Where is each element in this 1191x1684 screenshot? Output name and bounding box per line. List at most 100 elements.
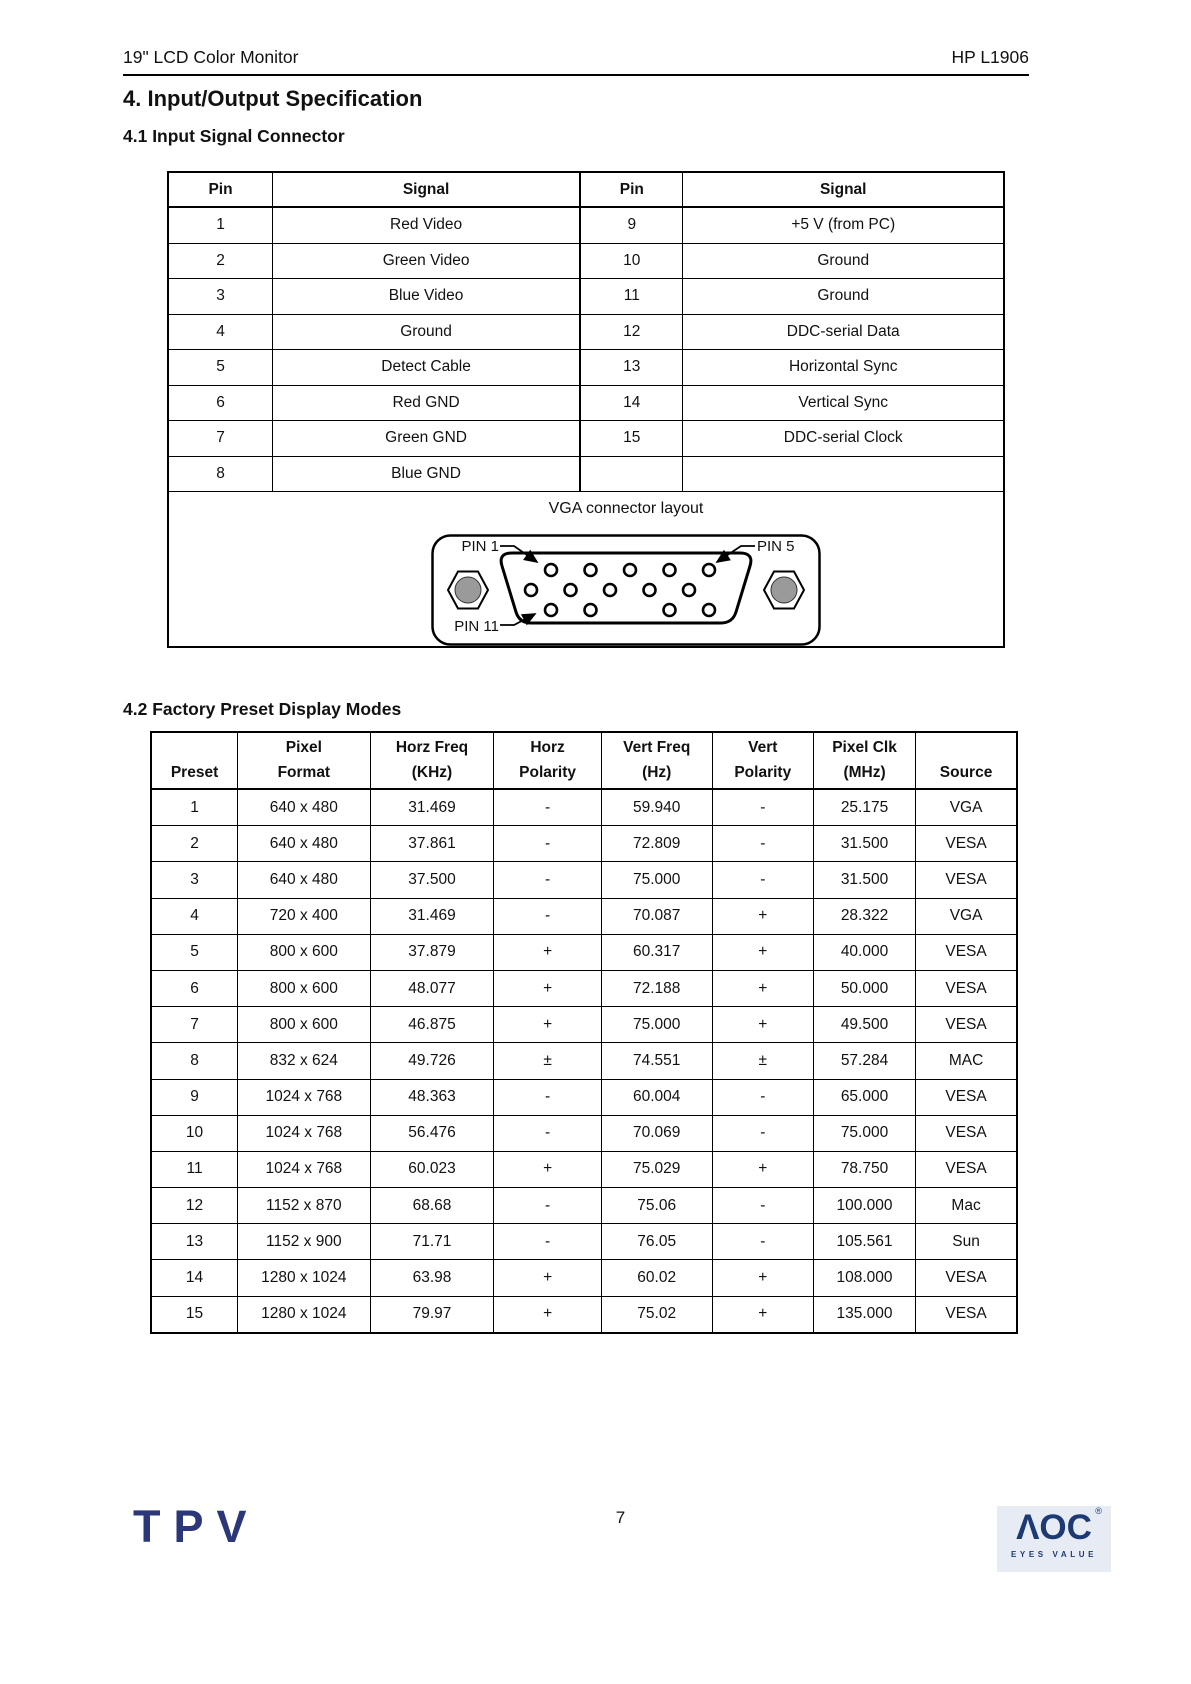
pin-hole [543,602,559,618]
table-cell: 10 [579,242,684,279]
table-cell: 60.02 [600,1259,713,1297]
table-cell: Green Video [272,242,581,279]
table-cell: 78.750 [812,1150,917,1189]
column-header: Signal [682,171,1005,208]
preset-modes-table: Preset Pixel Format Horz Freq (KHz) Horz… [150,731,1018,1334]
table-cell: 1 [150,788,239,827]
pin5-leader-arrow [715,545,755,563]
pin-hole [642,582,657,598]
table-cell: 57.284 [812,1042,917,1080]
table-cell: 37.500 [369,861,495,899]
pin11-leader-arrow [500,613,537,626]
table-row: 13 1152 x 900 71.71-76.05-105.561 Sun [150,1223,1018,1261]
table-row: 8 832 x 624 49.726 ±74.551 ±57.284 MAC [150,1042,1018,1080]
table-cell: Blue GND [272,455,581,492]
table-cell: 37.879 [369,933,495,971]
table-cell: 640 x 480 [237,788,371,827]
table-cell: 48.363 [369,1078,495,1116]
table-cell: 70.069 [600,1114,713,1152]
table-cell: 640 x 480 [237,861,371,899]
table-row: 12 1152 x 870 68.68-75.06-100.000 Mac [150,1187,1018,1225]
page-number: 7 [615,1508,626,1527]
table-cell: Detect Cable [272,349,581,386]
section-title: 4. Input/Output Specification [123,86,423,111]
table-cell: VGA [915,897,1018,935]
table-cell: 65.000 [812,1078,917,1116]
table-row: 14 1280 x 1024 63.98 +60.02 +108.000 VESA [150,1259,1018,1297]
table-row: 4 Ground 12 DDC-serial Data [167,313,1005,350]
table-cell: 3 [150,861,239,899]
table-cell: - [711,1078,814,1116]
table-cell: + [493,1150,602,1189]
tpv-logo: TPV [133,1501,260,1552]
table-cell: 640 x 480 [237,825,371,863]
column-header-horz-freq: Horz Freq (KHz) [369,731,495,790]
table-cell: + [711,1006,814,1044]
table-cell: 1280 x 1024 [237,1295,371,1334]
table-cell: - [711,1187,814,1225]
table-cell: 76.05 [600,1223,713,1261]
table-cell: Red Video [272,206,581,244]
table-cell: +5 V (from PC) [682,206,1005,244]
table-cell: Horizontal Sync [682,349,1005,386]
table-cell: 14 [579,384,684,421]
table-cell: VESA [915,933,1018,971]
pin-hole [523,582,539,598]
table-cell: 68.68 [369,1187,495,1225]
table-cell: 1 [167,206,273,244]
table-cell: 5 [150,933,239,971]
table-cell: 60.317 [600,933,713,971]
column-header-pixel-clk: Pixel Clk (MHz) [812,731,917,790]
table-cell: 28.322 [812,897,917,935]
table-cell: 6 [150,969,239,1008]
table-cell: 6 [167,384,273,421]
table-cell: 8 [150,1042,239,1080]
table-row: 8 Blue GND [167,455,1005,492]
table-cell: 1024 x 768 [237,1114,371,1152]
table-row: 3 Blue Video 11 Ground [167,278,1005,315]
table-cell: DDC-serial Data [682,313,1005,350]
table-cell: ± [711,1042,814,1080]
table-cell: 4 [150,897,239,935]
table-cell [682,455,1005,492]
pin-hole [543,562,559,578]
table-cell: - [711,1223,814,1261]
table-cell: 800 x 600 [237,1006,371,1044]
table-cell: 2 [150,825,239,863]
table-cell: 9 [150,1078,239,1116]
column-header: Signal [272,171,581,208]
table-cell: 8 [167,455,273,492]
table-row: 5 800 x 600 37.879 +60.317 +40.000 VESA [150,933,1018,971]
table-cell: + [711,1295,814,1334]
table-cell: 7 [150,1006,239,1044]
pin-hole [701,602,717,618]
table-cell: 75.000 [812,1114,917,1152]
table-cell: 60.023 [369,1150,495,1189]
pin-hole [701,562,717,578]
table-cell: - [711,861,814,899]
table-cell: 135.000 [812,1295,917,1334]
table-cell: 79.97 [369,1295,495,1334]
table-cell: 800 x 600 [237,969,371,1008]
pin-hole [681,582,697,598]
table-row: 1 Red Video 9 +5 V (from PC) [167,206,1005,244]
pin1-leader-arrow [500,545,539,564]
table-cell: 10 [150,1114,239,1152]
table-cell: VESA [915,1259,1018,1297]
column-header-horz-polarity: Horz Polarity [493,731,602,790]
table-cell: - [711,1114,814,1152]
table-cell: 15 [150,1295,239,1334]
table-cell: VESA [915,1006,1018,1044]
table-cell: Blue Video [272,278,581,315]
pin1-label: PIN 1 [461,538,499,555]
table-row: 2 Green Video 10 Ground [167,242,1005,279]
table-cell: 5 [167,349,273,386]
table-cell: 15 [579,420,684,457]
table-cell: 37.861 [369,825,495,863]
table-cell: 60.004 [600,1078,713,1116]
pin5-label: PIN 5 [757,538,795,555]
column-header-pixel-format: Pixel Format [237,731,371,790]
table-cell: 75.029 [600,1150,713,1189]
table-cell: 31.469 [369,788,495,827]
